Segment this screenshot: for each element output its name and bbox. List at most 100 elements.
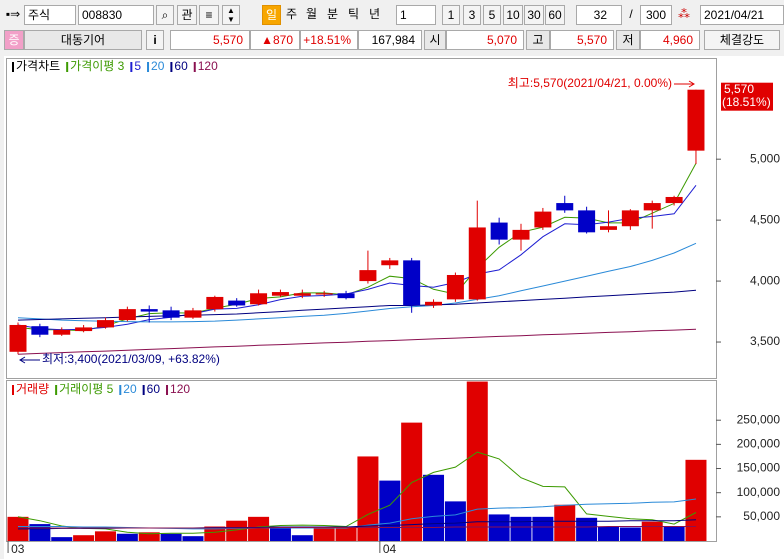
candle-body xyxy=(271,292,289,296)
count-max-input[interactable]: 300 xyxy=(640,5,672,25)
count-input[interactable]: 32 xyxy=(576,5,622,25)
legend-swatch xyxy=(66,62,69,72)
candle-body xyxy=(687,89,705,151)
high-label: 고 xyxy=(526,30,550,50)
unit-select[interactable]: 1 xyxy=(396,5,436,25)
market-select[interactable]: 주식 xyxy=(24,5,76,25)
info-button[interactable]: i xyxy=(146,30,164,50)
candle-body xyxy=(96,320,114,328)
volume-bar xyxy=(466,381,488,541)
candle-body xyxy=(512,229,530,240)
period-button[interactable]: 분 xyxy=(326,7,339,21)
legend-label: 120 xyxy=(170,382,190,396)
price-panel xyxy=(6,58,717,379)
legend-label: 20 xyxy=(151,59,165,73)
volume-bar xyxy=(313,527,335,541)
volume-bar xyxy=(641,521,663,541)
moving-average-line xyxy=(18,526,696,529)
candle-body xyxy=(184,310,202,318)
volume-bar xyxy=(444,501,466,541)
volume-bar xyxy=(248,516,270,541)
low-annotation: 최저:3,400(2021/03/09, +63.82%) xyxy=(42,352,220,366)
change-rate: +18.51% xyxy=(300,30,358,50)
watch-button[interactable]: 관 xyxy=(177,5,197,25)
x-tick-label: 04 xyxy=(383,542,397,556)
volume-bar xyxy=(73,535,95,541)
volume-bar xyxy=(357,456,379,541)
volume-bar xyxy=(160,533,182,541)
candle-body xyxy=(118,309,136,321)
volume-bar xyxy=(379,480,401,541)
y-tick-label: 200,000 xyxy=(737,437,781,451)
candle-body xyxy=(599,226,617,230)
settings-icon[interactable]: ⁂ xyxy=(678,7,690,21)
candle-body xyxy=(31,326,49,335)
unit-button[interactable]: 3 xyxy=(463,5,481,25)
open-label: 시 xyxy=(424,30,446,50)
candle-body xyxy=(534,211,552,228)
legend-swatch xyxy=(170,62,173,72)
low: 4,960 xyxy=(640,30,700,50)
chart-background xyxy=(4,56,784,559)
volume-panel xyxy=(6,380,717,542)
high-annotation: 최고:5,570(2021/04/21, 0.00%) xyxy=(508,76,672,90)
y-tick-label: 150,000 xyxy=(737,461,781,475)
period-button[interactable]: 틱 xyxy=(347,7,360,21)
date-input[interactable]: 2021/04/21 xyxy=(700,5,784,25)
volume-bar xyxy=(619,527,641,541)
period-button[interactable]: 월 xyxy=(305,7,318,21)
y-tick-label: 4,500 xyxy=(750,212,780,226)
candle-body xyxy=(359,270,377,282)
candle-body xyxy=(468,227,486,300)
moving-average-line xyxy=(17,328,697,355)
candle-body xyxy=(446,274,464,300)
candle-body xyxy=(9,324,27,352)
moving-average-line xyxy=(17,451,697,535)
candle-body xyxy=(206,296,224,310)
volume-bar xyxy=(685,459,707,541)
search-button[interactable]: ⌕ xyxy=(156,5,174,25)
stock-name: 대동기어 xyxy=(24,30,142,50)
unit-button[interactable]: 60 xyxy=(545,5,565,25)
unit-button[interactable]: 10 xyxy=(503,5,523,25)
code-input[interactable]: 008830 xyxy=(78,5,154,25)
volume-bar xyxy=(576,517,598,541)
volume-bar xyxy=(51,537,73,541)
legend-swatch xyxy=(55,385,58,395)
candle-body xyxy=(140,309,158,312)
menu-icon[interactable]: ▪⇒ xyxy=(5,7,21,21)
candle-body xyxy=(490,222,508,240)
legend-label: 가격차트 xyxy=(16,59,60,73)
market-badge: 증 xyxy=(4,30,24,50)
candle-body xyxy=(228,300,246,306)
unit-button[interactable]: 5 xyxy=(483,5,501,25)
volume-bar xyxy=(554,504,576,541)
legend-label: 60 xyxy=(147,382,161,396)
candle-body xyxy=(337,293,355,299)
tool-button[interactable]: ≡ xyxy=(199,5,219,25)
volume-bar xyxy=(663,526,685,541)
last-change-label: (18.51%) xyxy=(722,95,771,109)
legend-swatch xyxy=(130,62,133,72)
y-tick-label: 3,500 xyxy=(750,334,780,348)
candle-body xyxy=(665,196,683,204)
strength-button[interactable]: 체결강도 xyxy=(704,30,780,50)
change: ▲870 xyxy=(250,30,300,50)
count-separator: / xyxy=(629,7,633,21)
volume-bar xyxy=(138,532,160,541)
candle-body xyxy=(53,329,71,335)
y-tick-label: 4,000 xyxy=(750,273,780,287)
volume-bar xyxy=(226,520,248,541)
unit-button[interactable]: 1 xyxy=(442,5,460,25)
volume-bar xyxy=(423,474,445,541)
period-button[interactable]: 일 xyxy=(262,5,281,25)
spin-button[interactable]: ▲ ▼ xyxy=(222,5,240,25)
volume-bar xyxy=(291,535,313,541)
high: 5,570 xyxy=(550,30,614,50)
unit-button[interactable]: 30 xyxy=(524,5,544,25)
period-button[interactable]: 주 xyxy=(285,7,298,21)
candle-body xyxy=(556,203,574,211)
period-button[interactable]: 년 xyxy=(368,7,381,21)
volume-bar xyxy=(269,526,291,541)
